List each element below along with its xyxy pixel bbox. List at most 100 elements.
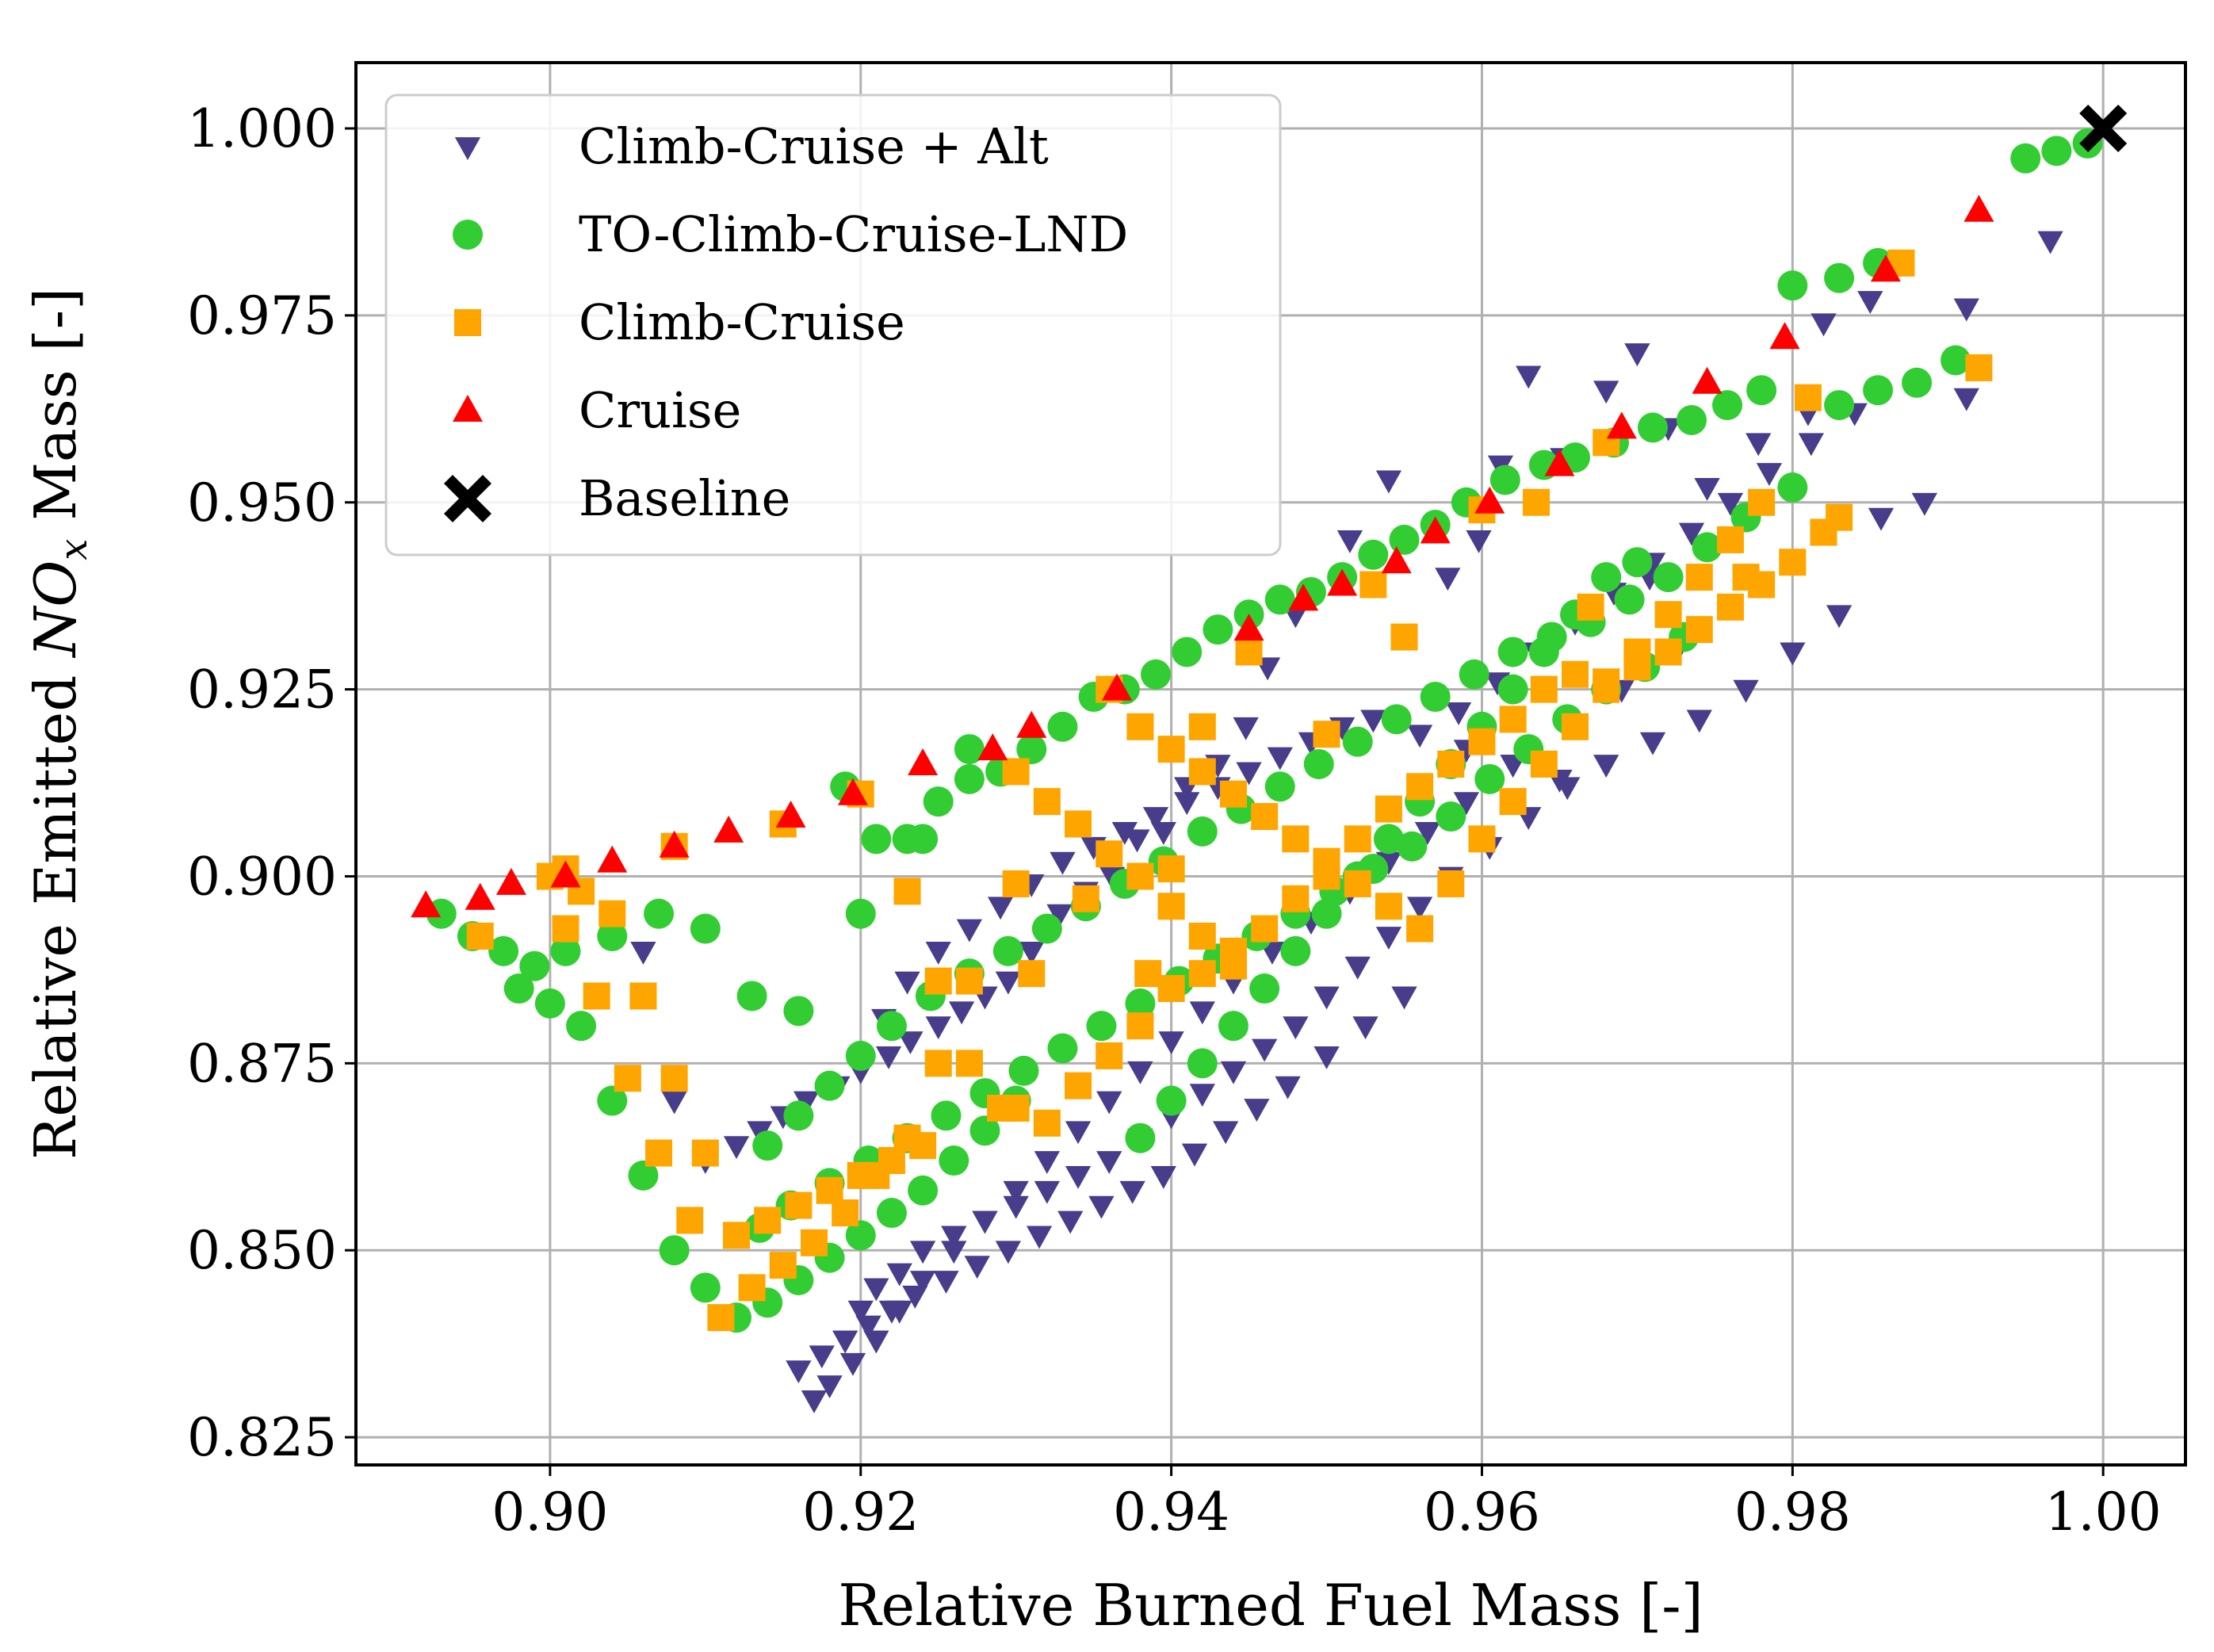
x-tick-label: 0.96 xyxy=(1424,1482,1540,1543)
data-point xyxy=(1798,433,1824,457)
data-point xyxy=(876,1011,907,1042)
data-point xyxy=(1870,254,1901,282)
data-point xyxy=(1313,721,1340,748)
y-axis-label-symbol: NO xyxy=(22,560,89,659)
data-point xyxy=(1965,354,1993,381)
data-point xyxy=(954,734,985,765)
y-tick-label: 0.825 xyxy=(187,1407,337,1468)
data-point xyxy=(1474,486,1505,514)
data-point xyxy=(1188,758,1216,786)
data-point xyxy=(897,1031,923,1055)
data-point xyxy=(1003,1195,1029,1219)
data-point xyxy=(754,1206,782,1234)
data-point xyxy=(1275,1076,1301,1099)
data-point xyxy=(1390,623,1418,651)
data-point xyxy=(845,898,876,929)
data-point xyxy=(1516,365,1542,389)
data-point xyxy=(1497,637,1528,667)
data-point xyxy=(1406,773,1434,801)
data-point xyxy=(519,950,550,981)
data-point xyxy=(1050,851,1076,875)
data-point xyxy=(1065,810,1092,838)
data-point xyxy=(1313,986,1340,1010)
data-point xyxy=(628,1160,659,1191)
data-point xyxy=(1218,1011,1248,1042)
data-point xyxy=(597,845,628,873)
data-point xyxy=(1157,855,1185,883)
data-point xyxy=(837,778,868,805)
data-point xyxy=(1288,583,1319,611)
data-point xyxy=(1327,568,1358,596)
data-point xyxy=(1016,710,1047,738)
data-point xyxy=(1359,571,1387,598)
data-point xyxy=(1251,915,1279,943)
data-point xyxy=(886,1263,912,1287)
data-point xyxy=(1653,562,1684,593)
data-point xyxy=(1436,801,1466,832)
data-point xyxy=(816,1176,843,1204)
data-point xyxy=(1233,614,1264,641)
data-point xyxy=(1018,960,1046,988)
data-point xyxy=(1086,1011,1117,1042)
data-point xyxy=(1453,792,1480,816)
series-cruise xyxy=(411,194,1994,918)
data-point xyxy=(955,967,983,995)
data-point xyxy=(1489,465,1520,495)
data-point xyxy=(847,1161,874,1189)
data-point xyxy=(1283,1016,1309,1040)
data-point xyxy=(1623,638,1651,666)
y-tick-label: 0.925 xyxy=(187,660,337,721)
legend-label: TO-Climb-Cruise-LND xyxy=(579,205,1128,263)
legend-label: Cruise xyxy=(579,381,741,439)
data-point xyxy=(1057,1210,1084,1234)
data-point xyxy=(1344,956,1371,980)
data-point xyxy=(1236,762,1262,786)
data-point xyxy=(1593,380,1619,404)
legend-label: Baseline xyxy=(579,469,790,527)
data-point xyxy=(411,890,442,918)
data-point xyxy=(1150,1165,1176,1189)
data-point xyxy=(1941,345,1971,376)
data-point xyxy=(1902,367,1933,398)
data-point xyxy=(1111,821,1138,845)
data-point xyxy=(629,982,657,1010)
data-point xyxy=(1219,780,1247,808)
legend-marker xyxy=(454,137,481,160)
data-point xyxy=(747,1121,773,1145)
data-point xyxy=(1868,507,1895,531)
legend-marker xyxy=(444,475,491,522)
data-point xyxy=(1213,1121,1239,1145)
data-point xyxy=(1280,935,1311,966)
data-point xyxy=(801,1390,828,1413)
data-point xyxy=(1614,584,1645,615)
data-point xyxy=(876,1198,907,1229)
data-point xyxy=(690,913,721,944)
data-point xyxy=(1124,829,1150,853)
data-point xyxy=(1406,915,1434,943)
data-point xyxy=(1406,725,1433,748)
data-point xyxy=(1639,732,1666,755)
data-point xyxy=(875,1046,902,1069)
data-point xyxy=(1497,674,1528,705)
data-point xyxy=(598,900,626,927)
data-point xyxy=(1172,637,1203,667)
data-point xyxy=(2037,231,2063,254)
data-point xyxy=(1499,706,1527,733)
data-point xyxy=(964,1256,990,1279)
data-point xyxy=(644,898,675,929)
data-point xyxy=(1220,1061,1247,1084)
data-point xyxy=(1466,530,1492,553)
data-point xyxy=(466,922,494,950)
data-point xyxy=(1156,1085,1187,1116)
data-point xyxy=(676,1206,704,1234)
y-tick-label: 0.950 xyxy=(187,472,337,533)
data-point xyxy=(630,941,656,965)
y-axis-label: Relative Emitted NOx Mass [-] xyxy=(22,288,96,1160)
data-point xyxy=(1134,960,1162,988)
data-point xyxy=(1499,788,1527,816)
data-point xyxy=(1694,477,1720,501)
data-point xyxy=(1780,642,1806,666)
data-point xyxy=(1777,270,1808,301)
y-tick-label: 0.975 xyxy=(187,285,337,346)
data-point xyxy=(1282,825,1310,853)
